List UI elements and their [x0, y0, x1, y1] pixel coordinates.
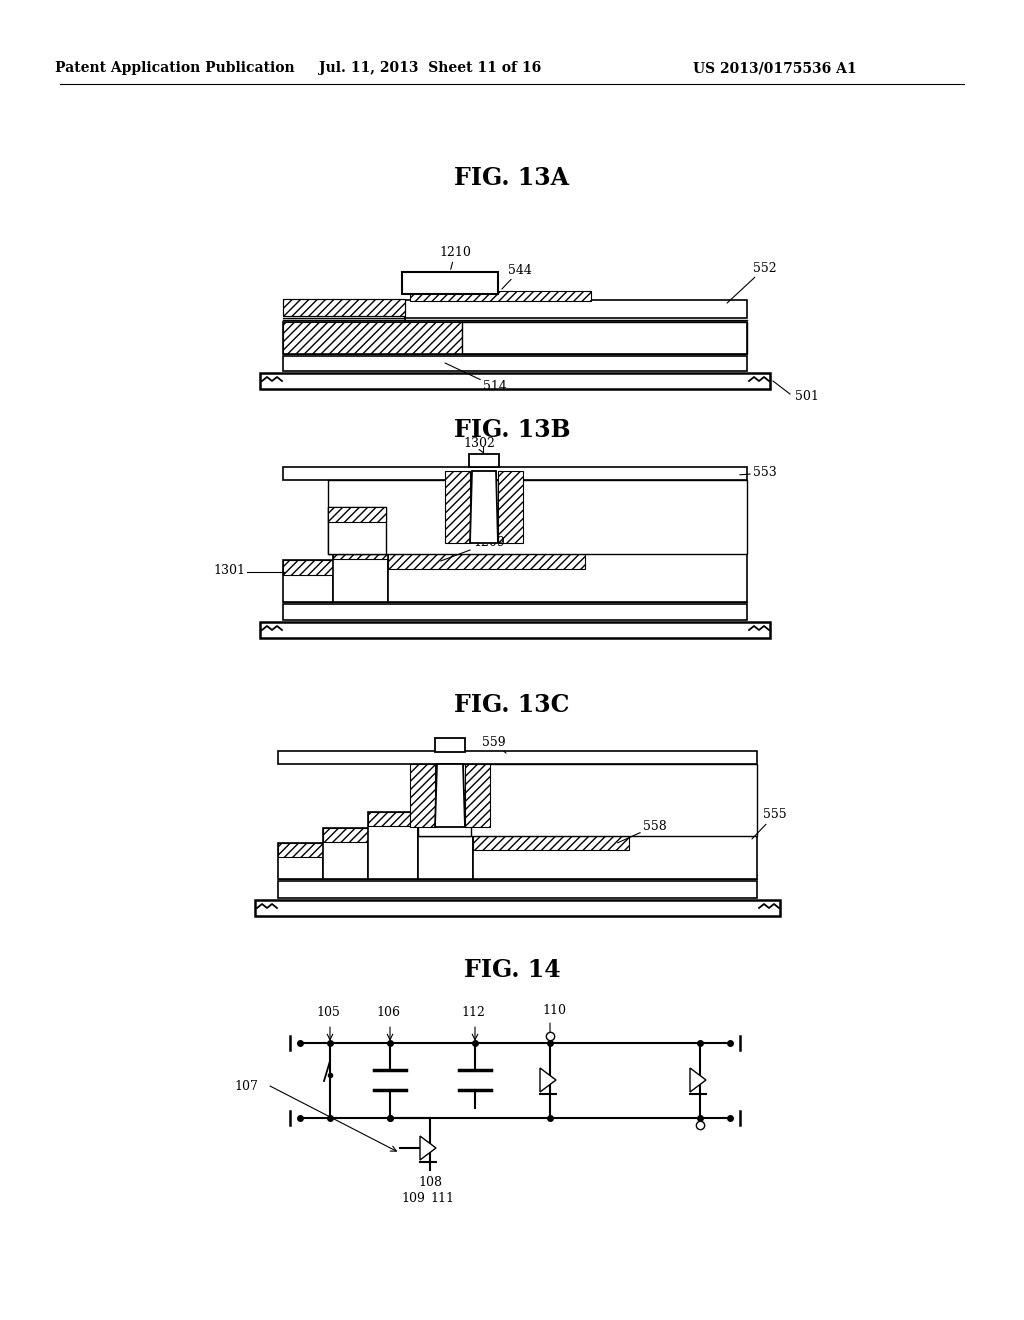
Bar: [283, 300, 406, 315]
Bar: [445, 471, 470, 543]
Bar: [435, 738, 465, 752]
Text: 105: 105: [316, 1006, 340, 1019]
Bar: [333, 544, 388, 602]
Text: 110: 110: [542, 1005, 566, 1018]
Bar: [283, 560, 333, 576]
Bar: [283, 560, 333, 602]
Text: FIG. 13B: FIG. 13B: [454, 418, 570, 442]
Bar: [368, 812, 418, 826]
Bar: [418, 764, 757, 836]
Text: 1302: 1302: [463, 437, 495, 453]
Bar: [283, 322, 746, 354]
Text: 112: 112: [461, 1006, 485, 1019]
Bar: [283, 322, 462, 354]
Text: FIG. 14: FIG. 14: [464, 958, 560, 982]
Bar: [333, 544, 388, 558]
Bar: [260, 374, 770, 389]
Bar: [278, 751, 757, 764]
Text: FIG. 13A: FIG. 13A: [455, 166, 569, 190]
Text: 514: 514: [445, 363, 507, 393]
Text: 1301: 1301: [213, 564, 245, 577]
Bar: [278, 843, 323, 857]
Text: US 2013/0175536 A1: US 2013/0175536 A1: [693, 61, 857, 75]
Text: 558: 558: [617, 820, 667, 843]
Polygon shape: [420, 1137, 436, 1160]
Text: 106: 106: [376, 1006, 400, 1019]
Bar: [323, 828, 368, 879]
Text: Patent Application Publication: Patent Application Publication: [55, 61, 295, 75]
Bar: [410, 290, 591, 301]
Bar: [465, 764, 490, 828]
Polygon shape: [435, 764, 465, 828]
Bar: [410, 764, 435, 828]
Text: FIG. 13C: FIG. 13C: [455, 693, 569, 717]
Text: 501: 501: [795, 391, 819, 404]
Text: 544: 544: [502, 264, 531, 289]
Text: 109: 109: [401, 1192, 425, 1204]
Text: 555: 555: [752, 808, 786, 840]
Bar: [328, 480, 746, 554]
Text: 108: 108: [418, 1176, 442, 1188]
Bar: [328, 507, 386, 521]
Polygon shape: [690, 1068, 706, 1092]
Bar: [473, 836, 757, 879]
Bar: [368, 812, 418, 879]
Bar: [418, 800, 473, 879]
Bar: [283, 605, 746, 620]
Bar: [388, 554, 585, 569]
Bar: [498, 471, 523, 543]
Bar: [283, 300, 406, 315]
Text: 553: 553: [739, 466, 777, 479]
Text: 107: 107: [234, 1080, 258, 1093]
Bar: [283, 467, 746, 480]
Bar: [469, 454, 499, 467]
Bar: [260, 622, 770, 638]
Text: 1209: 1209: [440, 536, 505, 561]
Bar: [388, 554, 746, 602]
Bar: [473, 836, 629, 850]
Bar: [278, 880, 757, 898]
Text: Jul. 11, 2013  Sheet 11 of 16: Jul. 11, 2013 Sheet 11 of 16: [318, 61, 541, 75]
Text: 111: 111: [430, 1192, 454, 1204]
Bar: [462, 322, 746, 354]
Text: 559: 559: [482, 735, 506, 754]
Bar: [278, 843, 323, 879]
Polygon shape: [470, 471, 498, 543]
Polygon shape: [540, 1068, 556, 1092]
Bar: [283, 356, 746, 371]
Bar: [418, 789, 471, 836]
Bar: [402, 272, 498, 294]
Bar: [406, 300, 746, 318]
Bar: [323, 828, 368, 842]
Text: 1210: 1210: [439, 247, 471, 269]
Bar: [255, 900, 780, 916]
Bar: [328, 507, 386, 554]
Bar: [418, 800, 473, 814]
Text: 552: 552: [727, 261, 776, 304]
Bar: [418, 789, 471, 804]
